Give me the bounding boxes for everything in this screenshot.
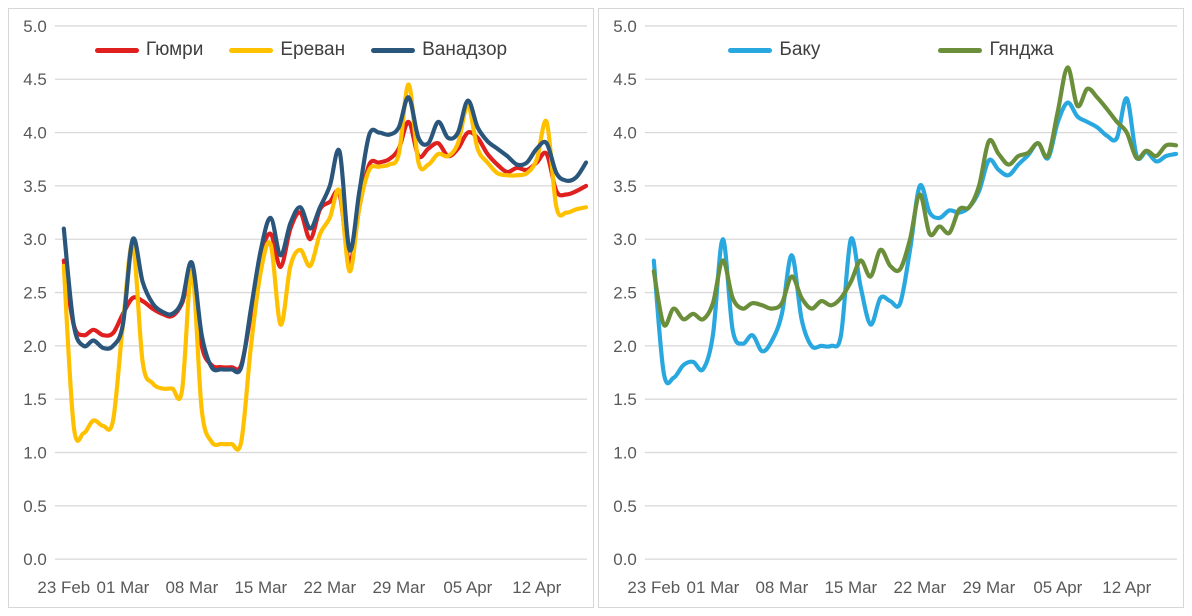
x-tick-label: 15 Mar (824, 578, 877, 597)
x-tick-label: 22 Mar (893, 578, 946, 597)
y-tick-label: 2.0 (23, 337, 47, 356)
x-tick-label: 08 Mar (756, 578, 809, 597)
x-tick-label: 12 Apr (512, 578, 561, 597)
legend-item: Баку (728, 39, 820, 61)
chart-panel-right[interactable]: Баку Гянджа 5.0 4.5 4.0 3.5 3.0 2.5 2.0 1.5 1.0 0.… (598, 8, 1184, 608)
x-tick-label: 23 Feb (37, 578, 90, 597)
x-tick-label: 29 Mar (963, 578, 1016, 597)
legend-label: Баку (779, 39, 821, 60)
x-tick-label: 15 Mar (234, 578, 287, 597)
legend-swatch-icon (728, 47, 773, 53)
x-tick-label: 01 Mar (687, 578, 740, 597)
legend-item: Ереван (229, 39, 345, 61)
legend-item: Ванадзор (371, 39, 507, 61)
series-line-1-1 (651, 65, 1179, 328)
legend-label: Гянджа (989, 39, 1054, 60)
legend-label: Ереван (280, 39, 346, 60)
legend-item: Гюмри (94, 39, 204, 61)
legend-swatch-icon (229, 47, 274, 53)
y-tick-label: 5.0 (23, 17, 47, 36)
y-tick-label: 3.0 (613, 230, 637, 249)
plot-left: 5.0 4.5 4.0 3.5 3.0 2.5 2.0 1.5 1.0 0.5 0.0 23 Feb 0… (23, 17, 589, 597)
y-tick-label: 2.5 (613, 284, 637, 303)
legend-left: Гюмри Ереван Ванадзор (9, 39, 593, 61)
legend-swatch-icon (371, 47, 416, 53)
legend-item: Гянджа (938, 39, 1054, 61)
y-tick-label: 2.0 (613, 337, 637, 356)
chart-panel-left[interactable]: Гюмри Ереван Ванадзор 5.0 4.5 4.0 3.5 3.0 2.5 2.… (8, 8, 594, 608)
series-line-0-0 (61, 119, 589, 372)
y-tick-label: 4.0 (613, 124, 637, 143)
y-tick-label: 1.0 (613, 443, 637, 462)
y-tick-label: 4.0 (23, 124, 47, 143)
series-line-0-2 (61, 95, 589, 375)
legend-swatch-icon (94, 47, 139, 53)
y-tick-label: 0.5 (23, 497, 47, 516)
y-tick-label: 5.0 (613, 17, 637, 36)
y-tick-label: 1.0 (23, 443, 47, 462)
y-tick-label: 1.5 (23, 390, 47, 409)
legend-label: Ванадзор (422, 39, 508, 60)
x-tick-label: 05 Apr (1033, 578, 1082, 597)
plot-right: 5.0 4.5 4.0 3.5 3.0 2.5 2.0 1.5 1.0 0.5 0.0 23 Feb 0… (613, 17, 1179, 597)
legend-swatch-icon (938, 47, 983, 53)
y-tick-label: 0.5 (613, 497, 637, 516)
x-tick-label: 29 Mar (373, 578, 426, 597)
y-tick-label: 2.5 (23, 284, 47, 303)
x-tick-label: 22 Mar (303, 578, 356, 597)
y-tick-label: 4.5 (613, 70, 637, 89)
y-tick-label: 1.5 (613, 390, 637, 409)
series-line-1-0 (651, 96, 1179, 386)
y-tick-label: 3.5 (23, 177, 47, 196)
x-tick-label: 23 Feb (627, 578, 680, 597)
x-tick-label: 01 Mar (97, 578, 150, 597)
legend-right: Баку Гянджа (599, 39, 1183, 61)
series-line-0-1 (61, 82, 589, 452)
x-tick-label: 12 Apr (1102, 578, 1151, 597)
legend-label: Гюмри (145, 39, 204, 60)
y-tick-label: 3.5 (613, 177, 637, 196)
y-tick-label: 0.0 (23, 550, 47, 569)
y-tick-label: 3.0 (23, 230, 47, 249)
x-tick-label: 05 Apr (443, 578, 492, 597)
y-tick-label: 0.0 (613, 550, 637, 569)
y-tick-label: 4.5 (23, 70, 47, 89)
x-tick-label: 08 Mar (166, 578, 219, 597)
